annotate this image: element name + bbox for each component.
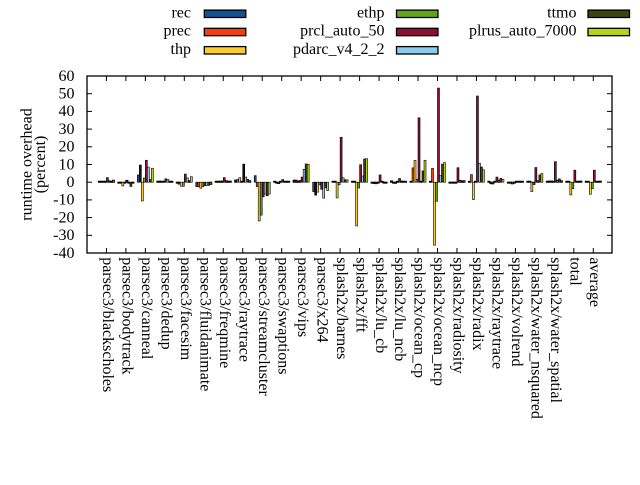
svg-text:parsec3/x264: parsec3/x264 — [313, 257, 330, 342]
svg-text:50: 50 — [59, 86, 75, 103]
svg-text:splash2x/fft: splash2x/fft — [352, 257, 369, 333]
svg-text:splash2x/volrend: splash2x/volrend — [508, 257, 525, 366]
svg-text:ttmo: ttmo — [547, 5, 576, 22]
svg-text:rec: rec — [171, 5, 191, 22]
svg-text:(percent): (percent) — [32, 136, 49, 194]
svg-text:-10: -10 — [53, 192, 74, 209]
svg-text:parsec3/canneal: parsec3/canneal — [138, 257, 155, 360]
svg-text:10: 10 — [59, 156, 75, 173]
svg-text:parsec3/fluidanimate: parsec3/fluidanimate — [196, 257, 213, 391]
svg-text:splash2x/lu_ncb: splash2x/lu_ncb — [391, 257, 408, 361]
svg-text:prcl_auto_50: prcl_auto_50 — [300, 23, 384, 40]
svg-text:pdarc_v4_2_2: pdarc_v4_2_2 — [293, 41, 385, 58]
svg-text:parsec3/vips: parsec3/vips — [294, 257, 311, 337]
svg-text:splash2x/barnes: splash2x/barnes — [333, 257, 350, 359]
svg-text:splash2x/raytrace: splash2x/raytrace — [489, 257, 506, 369]
svg-text:splash2x/ocean_cp: splash2x/ocean_cp — [411, 257, 428, 378]
svg-text:parsec3/blackscholes: parsec3/blackscholes — [99, 257, 116, 392]
svg-text:parsec3/facesim: parsec3/facesim — [177, 257, 194, 361]
svg-text:parsec3/bodytrack: parsec3/bodytrack — [119, 257, 136, 374]
svg-text:splash2x/radiosity: splash2x/radiosity — [450, 257, 467, 373]
svg-text:parsec3/streamcluster: parsec3/streamcluster — [255, 257, 272, 396]
svg-text:thp: thp — [171, 41, 191, 58]
svg-text:parsec3/freqmine: parsec3/freqmine — [216, 257, 233, 368]
svg-text:splash2x/lu_cb: splash2x/lu_cb — [372, 257, 389, 353]
svg-text:prec: prec — [163, 23, 191, 40]
svg-text:splash2x/radix: splash2x/radix — [469, 257, 486, 350]
svg-text:-30: -30 — [53, 227, 74, 244]
svg-text:40: 40 — [59, 103, 75, 120]
svg-text:-40: -40 — [53, 245, 74, 262]
svg-text:plrus_auto_7000: plrus_auto_7000 — [469, 23, 577, 40]
svg-text:average: average — [586, 257, 603, 307]
svg-text:0: 0 — [67, 174, 75, 191]
svg-text:parsec3/dedup: parsec3/dedup — [158, 257, 175, 349]
svg-text:splash2x/water_nsquared: splash2x/water_nsquared — [528, 257, 545, 419]
svg-text:60: 60 — [59, 68, 75, 85]
svg-text:total: total — [567, 257, 584, 286]
svg-text:ethp: ethp — [357, 5, 385, 22]
svg-text:parsec3/raytrace: parsec3/raytrace — [235, 257, 252, 362]
svg-text:-20: -20 — [53, 209, 74, 226]
svg-text:runtime overhead: runtime overhead — [19, 108, 36, 220]
svg-text:20: 20 — [59, 139, 75, 156]
svg-text:parsec3/swaptions: parsec3/swaptions — [274, 257, 291, 374]
svg-text:splash2x/ocean_ncp: splash2x/ocean_ncp — [430, 257, 447, 386]
svg-text:splash2x/water_spatial: splash2x/water_spatial — [547, 257, 564, 403]
svg-text:30: 30 — [59, 121, 75, 138]
